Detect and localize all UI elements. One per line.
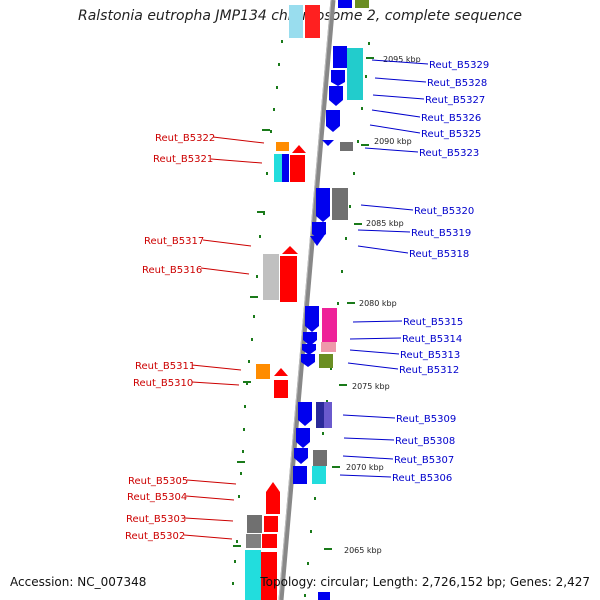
scale-label: 2085 kbp	[366, 219, 404, 228]
gene-block	[276, 142, 289, 151]
left-leader-lines	[183, 136, 265, 540]
gene-arrow	[302, 344, 316, 355]
gene-block	[319, 354, 333, 368]
plus-strand-genes	[289, 0, 369, 600]
gene-block	[305, 5, 320, 38]
scale-ticks	[233, 57, 374, 550]
gene-block	[261, 552, 277, 600]
gene-label[interactable]: Reut_B5325	[421, 129, 481, 140]
gene-arrow	[298, 402, 312, 426]
gene-arrow	[274, 368, 288, 376]
gene-block	[280, 256, 297, 302]
scale-label: 2080 kbp	[359, 299, 397, 308]
gene-label[interactable]: Reut_B5315	[403, 317, 463, 328]
gene-block	[262, 534, 277, 548]
gene-block	[321, 342, 336, 352]
gene-label[interactable]: Reut_B5308	[395, 436, 455, 447]
gene-label[interactable]: Reut_B5314	[402, 334, 462, 345]
scale-label: 2090 kbp	[374, 137, 412, 146]
gene-label[interactable]: Reut_B5323	[419, 148, 479, 159]
gene-arrow	[310, 236, 324, 246]
gene-label[interactable]: Reut_B5310	[133, 378, 193, 389]
gene-arrow	[282, 246, 298, 254]
scale-label: 2095 kbp	[383, 55, 421, 64]
gene-block	[355, 0, 369, 8]
gene-block	[263, 254, 279, 300]
gene-arrow	[322, 140, 334, 146]
scale-label: 2070 kbp	[346, 463, 384, 472]
gene-label[interactable]: Reut_B5311	[135, 361, 195, 372]
gene-label[interactable]: Reut_B5313	[400, 350, 460, 361]
gene-label[interactable]: Reut_B5319	[411, 228, 471, 239]
gene-label[interactable]: Reut_B5322	[155, 133, 215, 144]
right-gene-labels: Reut_B5329 Reut_B5328 Reut_B5327 Reut_B5…	[392, 60, 489, 484]
gene-block	[245, 550, 261, 600]
gene-label[interactable]: Reut_B5329	[429, 60, 489, 71]
gene-label[interactable]: Reut_B5320	[414, 206, 474, 217]
sequence-axis	[278, 0, 336, 600]
gene-block	[289, 5, 303, 38]
gene-label[interactable]: Reut_B5328	[427, 78, 487, 89]
gene-label[interactable]: Reut_B5326	[421, 113, 481, 124]
gene-block	[290, 155, 305, 182]
gene-arrow	[333, 46, 347, 68]
gene-block	[264, 516, 278, 532]
gene-block	[282, 154, 289, 182]
gene-block	[316, 402, 324, 428]
gene-block	[266, 492, 280, 514]
gene-block	[324, 402, 332, 428]
left-gene-labels: Reut_B5322 Reut_B5321 Reut_B5317 Reut_B5…	[125, 133, 215, 542]
accession-text: Accession: NC_007348	[10, 575, 147, 589]
gene-label[interactable]: Reut_B5309	[396, 414, 456, 425]
gene-block	[312, 466, 326, 484]
gene-label[interactable]: Reut_B5318	[409, 249, 469, 260]
gene-block	[313, 450, 327, 466]
gene-block	[347, 48, 363, 100]
gene-label[interactable]: Reut_B5317	[144, 236, 204, 247]
gene-arrow	[292, 145, 306, 153]
gene-label[interactable]: Reut_B5304	[127, 492, 187, 503]
summary-text: Topology: circular; Length: 2,726,152 bp…	[260, 575, 590, 589]
gene-arrow	[294, 448, 308, 464]
right-leader-lines	[339, 59, 429, 478]
gene-arrow	[301, 354, 315, 367]
gene-block	[340, 142, 353, 151]
gene-label[interactable]: Reut_B5305	[128, 476, 188, 487]
gene-label[interactable]: Reut_B5302	[125, 531, 185, 542]
gene-block	[293, 466, 307, 484]
scale-label: 2075 kbp	[352, 382, 390, 391]
gene-block	[322, 308, 337, 342]
gene-arrow	[329, 86, 343, 106]
gene-arrow	[316, 188, 330, 222]
gene-block	[274, 380, 288, 398]
gene-label[interactable]: Reut_B5316	[142, 265, 202, 276]
gene-label[interactable]: Reut_B5327	[425, 95, 485, 106]
gene-block	[247, 515, 262, 533]
gene-block	[256, 364, 270, 379]
gene-arrow	[312, 222, 326, 240]
gene-arrow	[296, 428, 310, 448]
guide-dots	[232, 40, 370, 597]
minus-strand-genes	[245, 142, 306, 600]
gene-arrow	[326, 110, 340, 132]
gene-block	[318, 592, 330, 600]
gene-block	[332, 188, 348, 220]
gene-arrow	[266, 482, 280, 492]
gene-label[interactable]: Reut_B5307	[394, 455, 454, 466]
scale-label: 2065 kbp	[344, 546, 382, 555]
gene-label[interactable]: Reut_B5306	[392, 473, 452, 484]
gene-arrow	[303, 332, 317, 346]
gene-block	[338, 0, 352, 8]
gene-label[interactable]: Reut_B5321	[153, 154, 213, 165]
gene-arrow	[331, 70, 345, 86]
gene-arrow	[305, 306, 319, 332]
gene-label[interactable]: Reut_B5312	[399, 365, 459, 376]
gene-label[interactable]: Reut_B5303	[126, 514, 186, 525]
gene-block	[246, 534, 261, 548]
